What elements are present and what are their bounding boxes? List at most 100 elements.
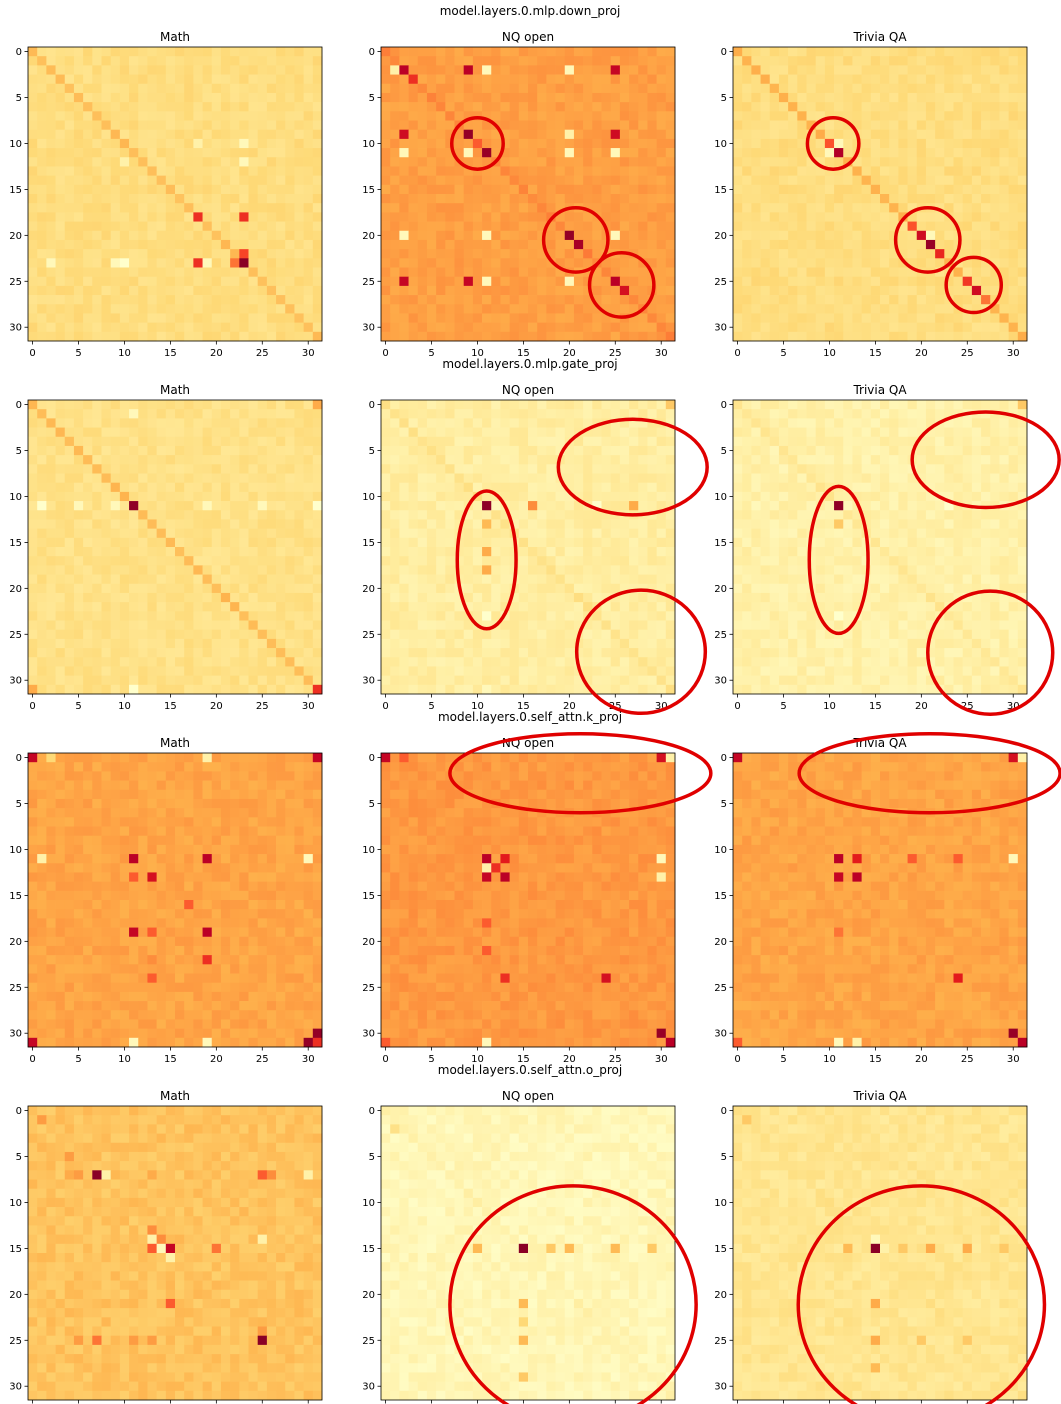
heatmap-cell <box>990 249 1000 259</box>
heatmap-cell <box>119 267 130 278</box>
heatmap-cell <box>834 184 844 195</box>
heatmap-cell <box>276 74 286 85</box>
heatmap-cell <box>239 166 249 176</box>
heatmap-cell <box>971 313 982 323</box>
heatmap-cell <box>156 175 167 186</box>
heatmap-cell <box>601 445 612 456</box>
heatmap-cell <box>303 574 314 585</box>
heatmap-cell <box>564 322 575 333</box>
heatmap-cell <box>797 249 807 259</box>
y-tick-label: 0 <box>369 47 375 58</box>
heatmap-cell <box>55 331 66 342</box>
heatmap-cell <box>101 445 112 456</box>
heatmap-cell <box>83 230 93 241</box>
panel-title: Trivia QA <box>852 30 907 44</box>
heatmap-cell <box>64 675 75 686</box>
heatmap-cell <box>276 583 286 594</box>
heatmap-cell <box>129 120 139 131</box>
heatmap-cell <box>935 184 945 195</box>
heatmap-cell <box>870 83 881 94</box>
heatmap-cell <box>202 74 213 85</box>
heatmap-cell <box>37 138 47 149</box>
heatmap-cell <box>665 221 676 232</box>
heatmap-cell <box>426 400 437 410</box>
heatmap-cell <box>230 148 240 158</box>
heatmap-cell <box>656 111 667 121</box>
heatmap-cell <box>564 194 575 204</box>
heatmap-cell <box>129 258 139 268</box>
heatmap-cell <box>1008 194 1019 204</box>
heatmap-cell <box>239 684 249 695</box>
heatmap-cell <box>463 129 474 140</box>
heatmap-cell <box>436 491 446 502</box>
heatmap-cell <box>824 184 835 195</box>
heatmap-cell <box>266 501 277 511</box>
heatmap-cell <box>64 65 75 75</box>
heatmap-cell <box>601 592 612 603</box>
heatmap-cell <box>147 675 157 686</box>
heatmap-cell <box>907 129 918 140</box>
heatmap-cell <box>528 322 538 333</box>
heatmap-cell <box>778 239 789 250</box>
heatmap-cell <box>583 258 593 268</box>
heatmap-cell <box>211 409 222 419</box>
heatmap-cell <box>1017 166 1028 176</box>
heatmap-cell <box>518 65 529 75</box>
heatmap-cell <box>202 203 213 213</box>
heatmap-cell <box>257 427 268 438</box>
heatmap-cell <box>861 120 872 131</box>
heatmap-cell <box>953 92 964 103</box>
heatmap-cell <box>843 285 853 296</box>
heatmap-cell <box>138 276 148 287</box>
heatmap-cell <box>601 120 612 131</box>
heatmap-cell <box>417 203 428 213</box>
heatmap-cell <box>303 304 314 314</box>
heatmap-cell <box>220 400 231 410</box>
heatmap-cell <box>528 418 538 428</box>
heatmap-cell <box>129 602 139 612</box>
heatmap-cell <box>907 92 918 103</box>
heatmap-cell <box>537 409 547 419</box>
heatmap-cell <box>546 249 556 259</box>
heatmap-cell <box>417 592 428 603</box>
heatmap-cell <box>165 111 176 121</box>
heatmap-cell <box>211 611 222 621</box>
heatmap-cell <box>852 304 862 314</box>
heatmap-cell <box>445 175 455 186</box>
heatmap-cell <box>482 528 492 539</box>
heatmap-cell <box>165 409 176 419</box>
heatmap-cell <box>294 565 304 575</box>
heatmap-cell <box>239 47 249 57</box>
heatmap-cell <box>28 239 38 250</box>
heatmap-cell <box>184 166 194 176</box>
heatmap-cell <box>175 267 185 278</box>
heatmap-cell <box>824 74 835 85</box>
heatmap-cell <box>583 148 593 158</box>
heatmap-cell <box>665 295 676 305</box>
heatmap-cell <box>999 184 1009 195</box>
heatmap-cell <box>312 267 323 278</box>
heatmap-cell <box>583 331 593 342</box>
heatmap-cell <box>509 313 520 323</box>
heatmap-cell <box>500 83 510 94</box>
heatmap-cell <box>156 83 167 94</box>
heatmap-cell <box>898 230 908 241</box>
heatmap-cell <box>399 331 409 342</box>
heatmap-cell <box>509 304 520 314</box>
heatmap-cell <box>303 528 314 539</box>
heatmap-cell <box>999 194 1009 204</box>
heatmap-cell <box>537 221 547 232</box>
heatmap-cell <box>37 574 47 585</box>
heatmap-cell <box>619 445 630 456</box>
heatmap-cell <box>990 304 1000 314</box>
heatmap-cell <box>147 464 157 474</box>
heatmap-cell <box>399 138 409 149</box>
heatmap-cell <box>610 221 621 232</box>
heatmap-cell <box>665 65 676 75</box>
heatmap-cell <box>824 304 835 314</box>
heatmap-cell <box>294 611 304 621</box>
heatmap-cell <box>129 629 139 640</box>
heatmap-cell <box>861 83 872 94</box>
heatmap-cell <box>925 83 936 94</box>
heatmap-cell <box>390 230 400 241</box>
